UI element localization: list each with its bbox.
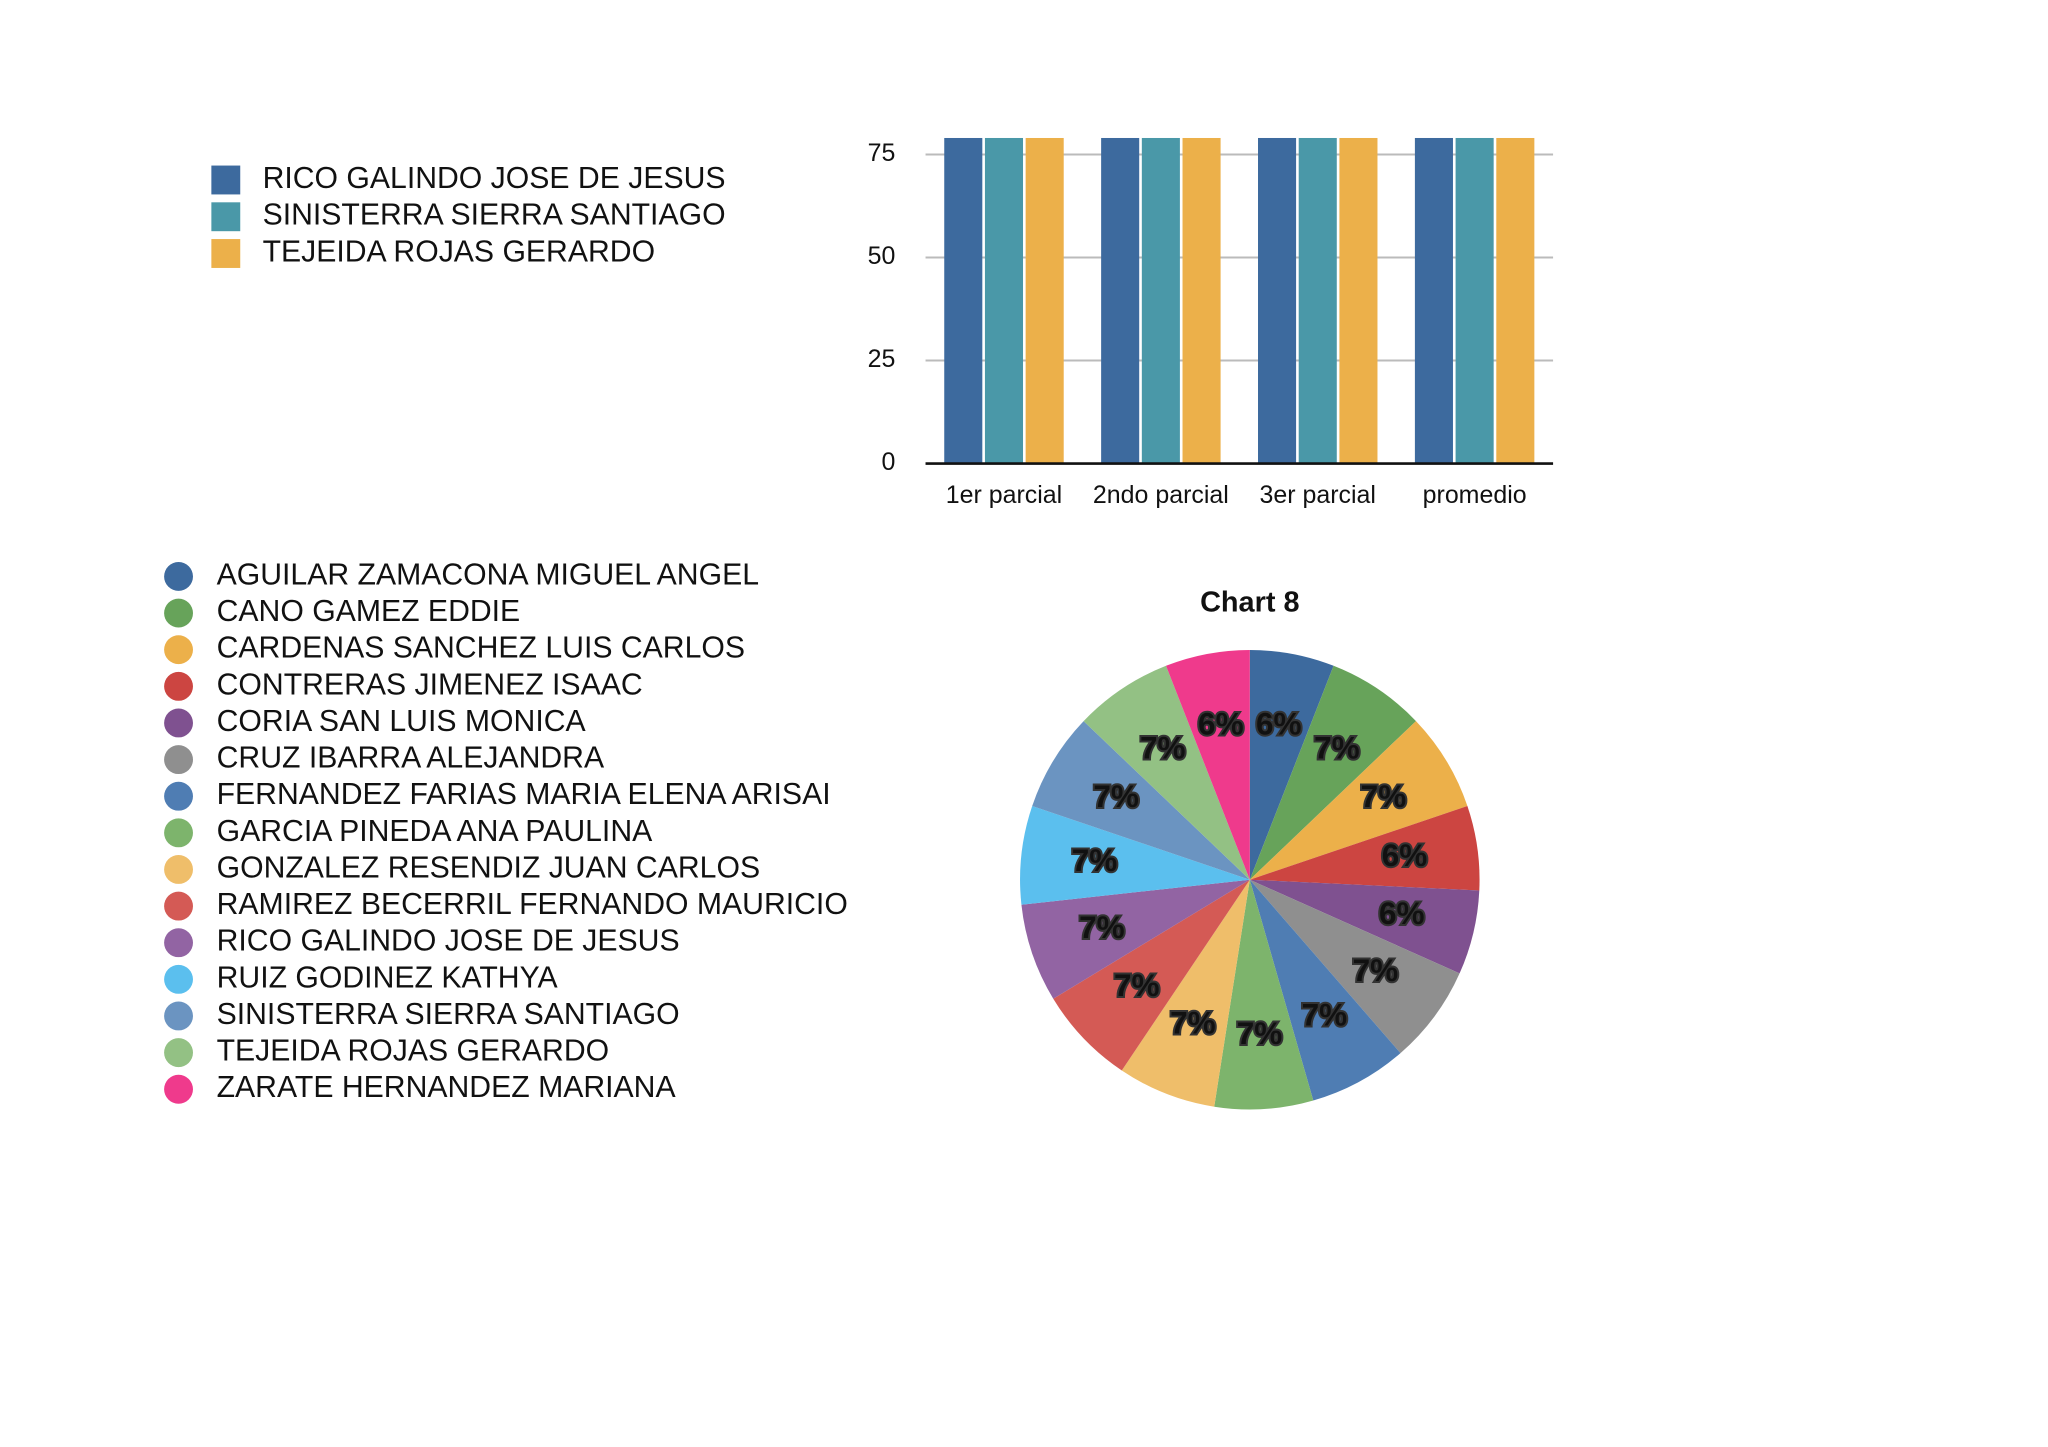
legend-swatch <box>164 855 193 884</box>
legend-label: CONTRERAS JIMENEZ ISAAC <box>217 668 643 701</box>
legend-label: FERNANDEZ FARIAS MARIA ELENA ARISAI <box>217 778 831 811</box>
legend-label: AGUILAR ZAMACONA MIGUEL ANGEL <box>217 558 759 591</box>
bar <box>1298 137 1337 464</box>
data-label: 7% <box>1079 909 1125 945</box>
x-tick-label: 1er parcial <box>946 481 1062 509</box>
pie-slice <box>1249 879 1480 974</box>
legend-swatch <box>164 635 193 665</box>
legend-label: ZARATE HERNANDEZ MARIANA <box>217 1071 677 1104</box>
bar <box>1496 137 1535 464</box>
x-tick-label: promedio <box>1423 481 1527 509</box>
pie-slice <box>1249 665 1417 880</box>
pie-slice <box>1053 879 1250 1071</box>
legend-swatch <box>164 1038 193 1068</box>
legend-label: CARDENAS SANCHEZ LUIS CARLOS <box>217 632 745 665</box>
legend-label: SINISTERRA SIERRA SANTIAGO <box>217 998 680 1031</box>
data-label: 7% <box>1314 729 1360 765</box>
data-label: 6% <box>1379 895 1425 931</box>
data-label: 6% <box>1198 706 1244 742</box>
legend-swatch <box>211 239 241 268</box>
data-label: 7% <box>1302 996 1348 1032</box>
legend-swatch <box>164 964 193 994</box>
legend-swatch <box>164 1001 193 1031</box>
data-label: 7% <box>1361 778 1407 814</box>
y-tick-label: 0 <box>881 448 895 476</box>
legend-label: SINISTERRA SIERRA SANTIAGO <box>263 199 726 232</box>
bar <box>984 137 1024 464</box>
pie-slice <box>1020 806 1250 905</box>
legend-label: RICO GALINDO JOSE DE JESUS <box>263 162 726 195</box>
legend-label: GARCIA PINEDA ANA PAULINA <box>217 815 654 848</box>
bar <box>1141 137 1180 464</box>
bar <box>1455 137 1494 464</box>
pie-slice <box>1214 879 1314 1110</box>
data-label: 7% <box>1114 967 1160 1003</box>
legend-label: RAMIREZ BECERRIL FERNANDO MAURICIO <box>217 888 848 921</box>
legend-swatch <box>164 928 193 958</box>
legend-label: RICO GALINDO JOSE DE JESUS <box>217 925 680 958</box>
legend-label: TEJEIDA ROJAS GERARDO <box>217 1035 610 1068</box>
pie-slice <box>1249 721 1468 880</box>
x-tick-label: 2ndo parcial <box>1093 481 1229 509</box>
legend-swatch <box>164 671 193 701</box>
y-tick-label: 75 <box>868 139 896 167</box>
legend-swatch <box>211 165 241 195</box>
bar <box>1339 137 1378 464</box>
legend-label: CORIA SAN LUIS MONICA <box>217 705 587 738</box>
data-label: 7% <box>1140 729 1186 765</box>
legend-swatch <box>164 562 193 591</box>
data-label: 7% <box>1093 778 1139 814</box>
data-label: 7% <box>1353 952 1399 988</box>
data-label: 6% <box>1256 706 1302 742</box>
y-tick-label: 25 <box>868 345 896 373</box>
pie-slice <box>1249 649 1334 880</box>
legend-label: GONZALEZ RESENDIZ JUAN CARLOS <box>217 851 760 884</box>
chart-title: Chart 8 <box>1200 587 1299 619</box>
bar <box>1414 137 1453 464</box>
legend-swatch <box>164 708 193 738</box>
pie-slice <box>1249 879 1460 1054</box>
legend-swatch <box>164 598 193 628</box>
bar <box>1101 137 1140 464</box>
pie-slice <box>1032 721 1250 880</box>
data-label: 6% <box>1382 837 1428 873</box>
bar <box>1258 137 1297 464</box>
pie-slice <box>1021 879 1250 999</box>
pie-slice <box>1121 879 1250 1107</box>
legend-swatch <box>164 891 193 921</box>
data-label: 7% <box>1072 842 1118 878</box>
legend-swatch <box>164 781 193 811</box>
pie-slice <box>1249 879 1401 1101</box>
legend-label: RUIZ GODINEZ KATHYA <box>217 961 559 994</box>
pie-slice <box>1083 665 1250 880</box>
legend-swatch <box>211 202 241 232</box>
legend-label: TEJEIDA ROJAS GERARDO <box>263 235 656 268</box>
legend-swatch <box>164 745 193 775</box>
pie-slice <box>1166 649 1250 880</box>
bar <box>1182 137 1221 464</box>
bar <box>944 137 983 464</box>
bar <box>1025 137 1064 464</box>
x-tick-label: 3er parcial <box>1260 481 1376 509</box>
legend-swatch <box>164 818 193 848</box>
legend-label: CANO GAMEZ EDDIE <box>217 595 521 628</box>
legend-swatch <box>164 1074 193 1104</box>
legend-label: CRUZ IBARRA ALEJANDRA <box>217 742 605 775</box>
y-tick-label: 50 <box>868 242 896 270</box>
data-label: 7% <box>1237 1015 1283 1051</box>
data-label: 7% <box>1170 1005 1216 1041</box>
pie-slice <box>1249 806 1480 891</box>
